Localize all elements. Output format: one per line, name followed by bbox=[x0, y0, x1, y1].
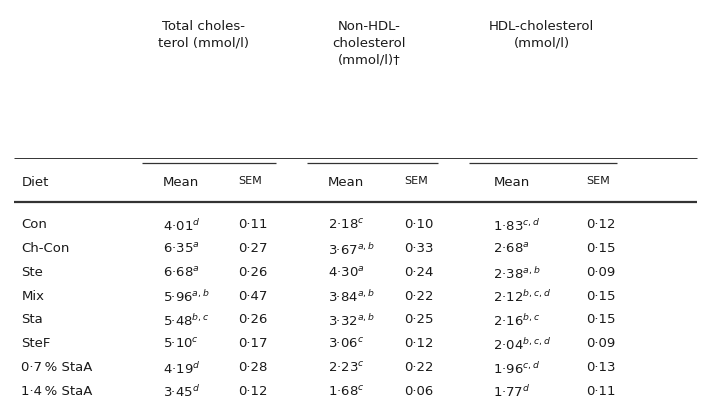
Text: 2·18$^{c}$: 2·18$^{c}$ bbox=[328, 218, 365, 232]
Text: 2·16$^{b,c}$: 2·16$^{b,c}$ bbox=[493, 312, 541, 328]
Text: 0·22: 0·22 bbox=[404, 360, 433, 373]
Text: 0·15: 0·15 bbox=[587, 312, 616, 326]
Text: Diet: Diet bbox=[22, 176, 49, 188]
Text: Ste: Ste bbox=[22, 265, 43, 278]
Text: 0·22: 0·22 bbox=[404, 289, 433, 302]
Text: 1·77$^{d}$: 1·77$^{d}$ bbox=[493, 383, 531, 399]
Text: 0·10: 0·10 bbox=[404, 218, 433, 231]
Text: 0·7 % StaA: 0·7 % StaA bbox=[22, 360, 93, 373]
Text: 5·96$^{a,b}$: 5·96$^{a,b}$ bbox=[162, 289, 210, 305]
Text: 1·4 % StaA: 1·4 % StaA bbox=[22, 383, 93, 397]
Text: 3·84$^{a,b}$: 3·84$^{a,b}$ bbox=[328, 289, 375, 305]
Text: 0·27: 0·27 bbox=[238, 241, 268, 255]
Text: 3·67$^{a,b}$: 3·67$^{a,b}$ bbox=[328, 241, 375, 257]
Text: 2·04$^{b,c,d}$: 2·04$^{b,c,d}$ bbox=[493, 336, 551, 352]
Text: 0·15: 0·15 bbox=[587, 241, 616, 255]
Text: Mean: Mean bbox=[162, 176, 199, 188]
Text: 2·23$^{c}$: 2·23$^{c}$ bbox=[328, 360, 365, 374]
Text: 5·48$^{b,c}$: 5·48$^{b,c}$ bbox=[162, 312, 209, 328]
Text: 0·24: 0·24 bbox=[404, 265, 433, 278]
Text: Total choles-
terol (mmol/l): Total choles- terol (mmol/l) bbox=[159, 20, 249, 49]
Text: Ch-Con: Ch-Con bbox=[22, 241, 70, 255]
Text: Sta: Sta bbox=[22, 312, 43, 326]
Text: 5·10$^{c}$: 5·10$^{c}$ bbox=[162, 336, 198, 350]
Text: SEM: SEM bbox=[238, 176, 262, 185]
Text: 0·06: 0·06 bbox=[404, 383, 433, 397]
Text: 2·68$^{a}$: 2·68$^{a}$ bbox=[493, 241, 530, 255]
Text: 0·09: 0·09 bbox=[587, 336, 616, 349]
Text: 0·11: 0·11 bbox=[587, 383, 616, 397]
Text: 4·19$^{d}$: 4·19$^{d}$ bbox=[162, 360, 200, 376]
Text: Mean: Mean bbox=[328, 176, 364, 188]
Text: Mean: Mean bbox=[493, 176, 530, 188]
Text: 0·12: 0·12 bbox=[404, 336, 433, 349]
Text: SteF: SteF bbox=[22, 336, 51, 349]
Text: 0·47: 0·47 bbox=[238, 289, 268, 302]
Text: 0·13: 0·13 bbox=[587, 360, 616, 373]
Text: 1·96$^{c,d}$: 1·96$^{c,d}$ bbox=[493, 360, 541, 376]
Text: 0·33: 0·33 bbox=[404, 241, 433, 255]
Text: 6·68$^{a}$: 6·68$^{a}$ bbox=[162, 265, 199, 279]
Text: 6·35$^{a}$: 6·35$^{a}$ bbox=[162, 241, 199, 255]
Text: 4·30$^{a}$: 4·30$^{a}$ bbox=[328, 265, 365, 279]
Text: 0·26: 0·26 bbox=[238, 265, 268, 278]
Text: Non-HDL-
cholesterol
(mmol/l)†: Non-HDL- cholesterol (mmol/l)† bbox=[332, 20, 406, 67]
Text: 1·68$^{c}$: 1·68$^{c}$ bbox=[328, 383, 365, 397]
Text: SEM: SEM bbox=[587, 176, 610, 185]
Text: Mix: Mix bbox=[22, 289, 45, 302]
Text: HDL-cholesterol
(mmol/l): HDL-cholesterol (mmol/l) bbox=[489, 20, 595, 49]
Text: 0·09: 0·09 bbox=[587, 265, 616, 278]
Text: 2·12$^{b,c,d}$: 2·12$^{b,c,d}$ bbox=[493, 289, 551, 305]
Text: 0·28: 0·28 bbox=[238, 360, 268, 373]
Text: 3·45$^{d}$: 3·45$^{d}$ bbox=[162, 383, 200, 399]
Text: 0·15: 0·15 bbox=[587, 289, 616, 302]
Text: 2·38$^{a,b}$: 2·38$^{a,b}$ bbox=[493, 265, 541, 281]
Text: SEM: SEM bbox=[404, 176, 427, 185]
Text: 0·25: 0·25 bbox=[404, 312, 433, 326]
Text: 0·11: 0·11 bbox=[238, 218, 268, 231]
Text: 3·32$^{a,b}$: 3·32$^{a,b}$ bbox=[328, 312, 375, 328]
Text: 0·12: 0·12 bbox=[238, 383, 268, 397]
Text: Con: Con bbox=[22, 218, 47, 231]
Text: 0·17: 0·17 bbox=[238, 336, 268, 349]
Text: 4·01$^{d}$: 4·01$^{d}$ bbox=[162, 218, 200, 234]
Text: 1·83$^{c,d}$: 1·83$^{c,d}$ bbox=[493, 218, 541, 234]
Text: 0·26: 0·26 bbox=[238, 312, 268, 326]
Text: 3·06$^{c}$: 3·06$^{c}$ bbox=[328, 336, 364, 350]
Text: 0·12: 0·12 bbox=[587, 218, 616, 231]
